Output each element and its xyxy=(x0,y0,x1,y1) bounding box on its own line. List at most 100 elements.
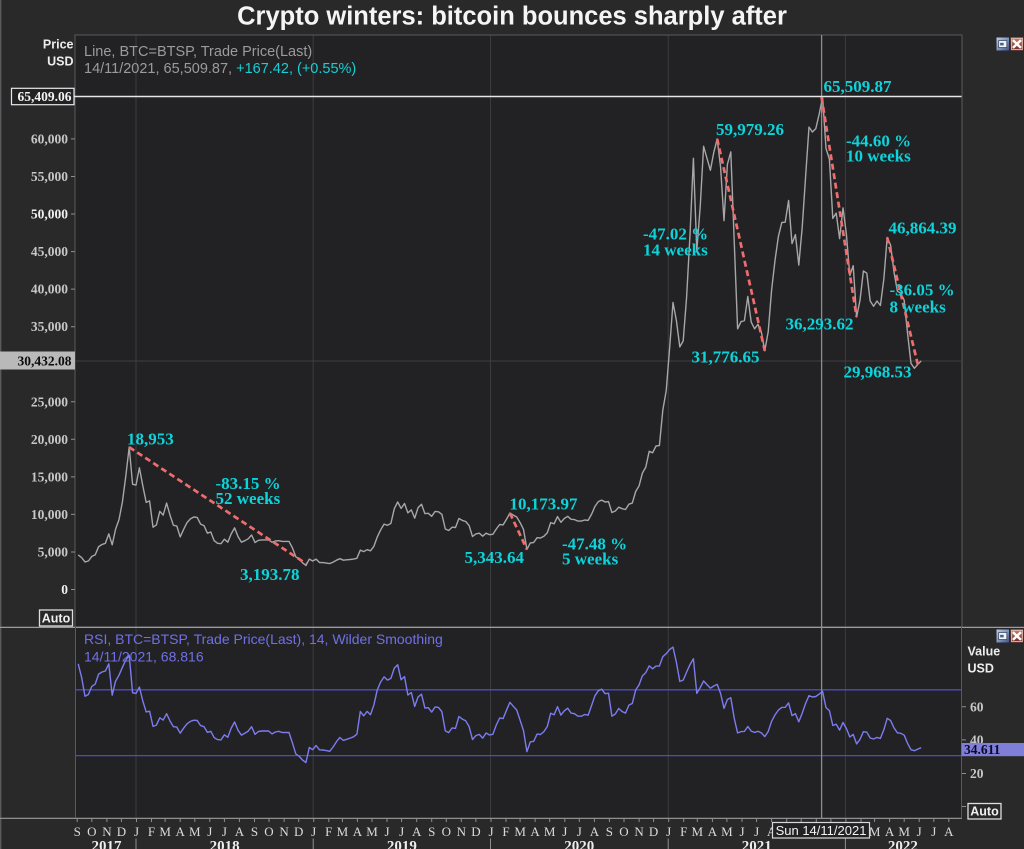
svg-text:29,968.53: 29,968.53 xyxy=(844,363,912,382)
svg-text:J: J xyxy=(384,824,389,839)
svg-text:D: D xyxy=(117,824,126,839)
svg-text:2019: 2019 xyxy=(387,839,417,849)
svg-text:Auto: Auto xyxy=(970,805,999,819)
svg-text:10 weeks: 10 weeks xyxy=(846,147,911,166)
svg-text:2020: 2020 xyxy=(564,839,594,849)
svg-text:J: J xyxy=(931,824,936,839)
svg-text:D: D xyxy=(471,824,480,839)
svg-text:59,979.26: 59,979.26 xyxy=(716,120,784,139)
svg-text:14 weeks: 14 weeks xyxy=(643,241,708,260)
svg-text:5,343.64: 5,343.64 xyxy=(465,548,525,567)
svg-text:14/11/2021, 68.816: 14/11/2021, 68.816 xyxy=(84,649,204,665)
svg-text:35,000: 35,000 xyxy=(31,319,68,334)
svg-text:A: A xyxy=(235,824,245,839)
svg-text:36,293.62: 36,293.62 xyxy=(786,315,854,334)
svg-text:55,000: 55,000 xyxy=(31,169,68,184)
svg-text:S: S xyxy=(606,824,613,839)
svg-text:RSI, BTC=BTSP, Trade Price(Las: RSI, BTC=BTSP, Trade Price(Last), 14, Wi… xyxy=(84,631,443,647)
svg-text:34.611: 34.611 xyxy=(964,742,1001,757)
svg-text:-44.60 %: -44.60 % xyxy=(846,132,911,151)
svg-text:A: A xyxy=(944,824,954,839)
svg-text:O: O xyxy=(264,824,273,839)
svg-text:-83.15 %: -83.15 % xyxy=(216,474,281,493)
svg-text:J: J xyxy=(739,824,744,839)
svg-text:J: J xyxy=(134,824,139,839)
svg-text:Sun 14/11/2021: Sun 14/11/2021 xyxy=(776,823,867,838)
svg-text:A: A xyxy=(412,824,422,839)
svg-text:O: O xyxy=(87,824,96,839)
svg-text:2017: 2017 xyxy=(92,839,123,849)
svg-text:2022: 2022 xyxy=(888,839,918,849)
svg-text:M: M xyxy=(898,824,910,839)
svg-text:2018: 2018 xyxy=(210,839,240,849)
svg-text:25,000: 25,000 xyxy=(31,394,68,409)
svg-text:M: M xyxy=(692,824,704,839)
svg-text:N: N xyxy=(634,824,644,839)
svg-text:D: D xyxy=(649,824,658,839)
svg-text:31,776.65: 31,776.65 xyxy=(692,348,760,367)
svg-text:J: J xyxy=(754,824,759,839)
svg-text:A: A xyxy=(708,824,718,839)
svg-text:J: J xyxy=(311,824,316,839)
svg-text:F: F xyxy=(148,824,155,839)
svg-text:N: N xyxy=(457,824,467,839)
svg-text:5 weeks: 5 weeks xyxy=(562,550,619,569)
svg-text:14/11/2021, 65,509.87, +167.42: 14/11/2021, 65,509.87, +167.42, (+0.55%) xyxy=(84,61,356,77)
svg-text:3,193.78: 3,193.78 xyxy=(240,565,300,584)
svg-text:M: M xyxy=(869,824,881,839)
svg-text:65,509.87: 65,509.87 xyxy=(824,77,893,96)
svg-text:J: J xyxy=(577,824,582,839)
svg-text:5,000: 5,000 xyxy=(38,545,69,560)
svg-text:F: F xyxy=(502,824,509,839)
svg-text:60,000: 60,000 xyxy=(31,131,68,146)
svg-text:S: S xyxy=(74,824,81,839)
svg-text:A: A xyxy=(530,824,540,839)
svg-text:M: M xyxy=(544,824,556,839)
svg-text:40,000: 40,000 xyxy=(31,282,68,297)
svg-text:2021: 2021 xyxy=(742,839,772,849)
svg-text:15,000: 15,000 xyxy=(31,469,68,484)
svg-text:USD: USD xyxy=(47,55,73,69)
svg-text:J: J xyxy=(562,824,567,839)
svg-text:J: J xyxy=(222,824,227,839)
svg-text:60: 60 xyxy=(970,699,984,714)
svg-text:M: M xyxy=(366,824,378,839)
svg-text:65,409.06: 65,409.06 xyxy=(18,89,72,104)
svg-text:46,864.39: 46,864.39 xyxy=(889,219,957,238)
svg-text:S: S xyxy=(251,824,258,839)
svg-text:A: A xyxy=(353,824,363,839)
svg-text:52 weeks: 52 weeks xyxy=(216,489,281,508)
svg-text:A: A xyxy=(590,824,600,839)
svg-text:10,173.97: 10,173.97 xyxy=(510,495,579,514)
svg-text:30,432.08: 30,432.08 xyxy=(18,354,72,369)
svg-text:Crypto winters: bitcoin bounce: Crypto winters: bitcoin bounces sharply … xyxy=(237,3,787,31)
svg-text:50,000: 50,000 xyxy=(31,207,68,222)
svg-text:8 weeks: 8 weeks xyxy=(890,298,947,317)
svg-text:Price: Price xyxy=(43,38,74,52)
svg-text:D: D xyxy=(294,824,303,839)
svg-text:20: 20 xyxy=(970,766,984,781)
svg-text:A: A xyxy=(885,824,895,839)
svg-text:M: M xyxy=(721,824,733,839)
svg-text:F: F xyxy=(680,824,687,839)
svg-text:18,953: 18,953 xyxy=(127,430,174,449)
svg-text:M: M xyxy=(514,824,526,839)
svg-text:-36.05 %: -36.05 % xyxy=(890,281,955,300)
svg-text:F: F xyxy=(325,824,332,839)
svg-text:M: M xyxy=(189,824,201,839)
svg-text:M: M xyxy=(337,824,349,839)
svg-text:45,000: 45,000 xyxy=(31,244,68,259)
svg-text:Auto: Auto xyxy=(42,612,71,626)
svg-text:N: N xyxy=(279,824,289,839)
svg-text:Line, BTC=BTSP, Trade Price(La: Line, BTC=BTSP, Trade Price(Last) xyxy=(84,44,312,60)
svg-text:O: O xyxy=(442,824,451,839)
svg-text:Value: Value xyxy=(968,645,1001,659)
svg-text:-47.02 %: -47.02 % xyxy=(643,225,708,244)
svg-text:10,000: 10,000 xyxy=(31,507,68,522)
svg-text:0: 0 xyxy=(61,582,68,597)
svg-text:J: J xyxy=(399,824,404,839)
svg-text:S: S xyxy=(428,824,435,839)
svg-text:USD: USD xyxy=(968,662,994,676)
svg-text:J: J xyxy=(488,824,493,839)
svg-text:A: A xyxy=(176,824,186,839)
